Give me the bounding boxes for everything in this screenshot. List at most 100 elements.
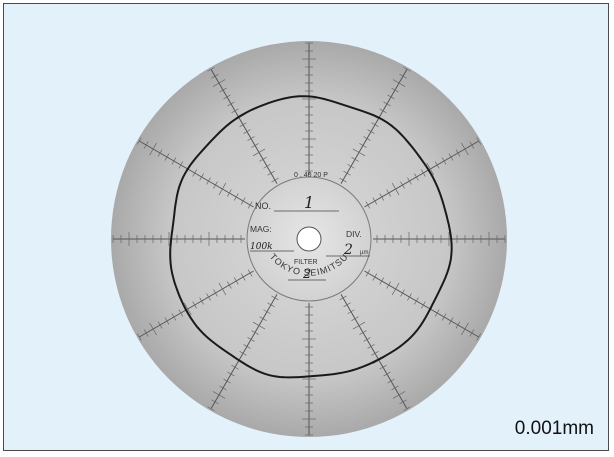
radial-tick: [347, 163, 355, 169]
radial-tick: [407, 177, 412, 185]
radial-tick: [192, 301, 197, 309]
radial-tick: [211, 399, 219, 405]
radial-tick: [392, 79, 406, 87]
radial-tick: [171, 313, 177, 321]
radial-tick: [387, 378, 395, 384]
radial-tick: [267, 170, 275, 176]
radial-tick: [387, 94, 395, 100]
radial-tick: [469, 141, 475, 149]
radial-tick: [212, 79, 226, 87]
radial-tick: [240, 197, 246, 205]
radial-tick: [469, 329, 475, 337]
no-label: NO.: [255, 201, 271, 211]
radial-tick: [206, 177, 211, 185]
radial-tick: [199, 297, 204, 305]
radial-tick: [421, 301, 426, 309]
radial-tick: [251, 143, 259, 148]
measured-profile-trace: [169, 95, 453, 379]
radial-line: [340, 294, 408, 409]
radial-tick: [379, 277, 385, 285]
radial-tick: [399, 399, 407, 405]
radial-tick: [372, 197, 378, 205]
filter-label: FILTER: [294, 259, 318, 266]
radial-tick: [259, 316, 267, 321]
radial-line: [139, 270, 254, 338]
radial-tick: [441, 157, 447, 165]
radial-tick: [227, 189, 232, 197]
radial-tick: [476, 333, 482, 341]
figure-frame: 0 . 40 20 P NO. 1 MAG: 100k DIV. 2 µm FI…: [3, 3, 609, 451]
radial-line: [210, 69, 278, 184]
radial-tick: [239, 122, 247, 127]
radial-tick: [207, 406, 215, 412]
radial-tick: [434, 161, 440, 169]
radial-tick: [391, 385, 399, 391]
radial-tick: [243, 344, 251, 349]
radial-tick: [391, 182, 400, 196]
radial-tick: [247, 337, 255, 342]
radial-tick: [367, 129, 375, 134]
top-mark-text: 0 . 40 20 P: [294, 172, 328, 179]
radial-line: [210, 294, 278, 409]
radial-tick: [136, 333, 142, 341]
radial-tick: [343, 302, 351, 308]
radial-tick: [223, 94, 231, 100]
radial-tick: [206, 293, 211, 301]
radial-line: [364, 140, 479, 208]
radial-tick: [157, 149, 163, 157]
radial-tick: [455, 321, 461, 329]
radial-tick: [143, 329, 149, 337]
radial-tick: [251, 330, 259, 335]
radial-tick: [379, 193, 385, 201]
radial-tick: [223, 378, 231, 384]
radial-tick: [386, 189, 391, 197]
radial-tick: [352, 321, 366, 330]
radial-tick: [178, 309, 184, 317]
radial-tick: [164, 153, 170, 161]
radial-tick: [461, 322, 469, 336]
radial-tick: [218, 282, 227, 296]
radial-tick: [363, 136, 371, 141]
no-value: 1: [304, 193, 314, 212]
radial-tick: [267, 302, 275, 308]
radial-tick: [400, 181, 405, 189]
scale-label: 0.001mm: [514, 418, 594, 439]
radial-tick: [351, 316, 359, 321]
radial-tick: [227, 371, 235, 377]
radial-grid-lines: [112, 42, 506, 436]
center-hole: [296, 226, 322, 252]
radial-tick: [399, 73, 407, 79]
radial-tick: [136, 137, 142, 145]
radial-tick: [231, 108, 239, 114]
radial-tick: [367, 344, 375, 349]
radial-tick: [231, 364, 239, 370]
mag-value: 100k: [250, 242, 273, 252]
radial-tick: [192, 169, 197, 177]
radial-tick: [149, 322, 157, 336]
radial-tick: [386, 281, 391, 289]
radial-tick: [247, 136, 255, 141]
radial-tick: [403, 406, 411, 412]
div-unit: µm: [360, 250, 368, 256]
radial-tick: [359, 330, 367, 335]
radial-tick: [392, 391, 406, 399]
radial-tick: [365, 269, 371, 277]
radial-tick: [339, 295, 347, 301]
radial-tick: [143, 141, 149, 149]
radial-tick: [233, 193, 239, 201]
radial-tick: [271, 177, 279, 183]
radial-tick: [379, 108, 387, 114]
radial-tick: [400, 289, 405, 297]
radial-line: [364, 270, 479, 338]
radial-tick: [414, 173, 419, 181]
radial-tick: [233, 277, 239, 285]
radial-tick: [372, 273, 378, 281]
radial-tick: [407, 293, 412, 301]
radial-tick: [247, 201, 253, 209]
roundness-chart-disc: 0 . 40 20 P NO. 1 MAG: 100k DIV. 2 µm FI…: [111, 41, 507, 437]
radial-tick: [383, 371, 391, 377]
radial-tick: [461, 142, 469, 156]
radial-tick: [227, 101, 235, 107]
radial-tick: [243, 129, 251, 134]
radial-tick: [263, 163, 271, 169]
